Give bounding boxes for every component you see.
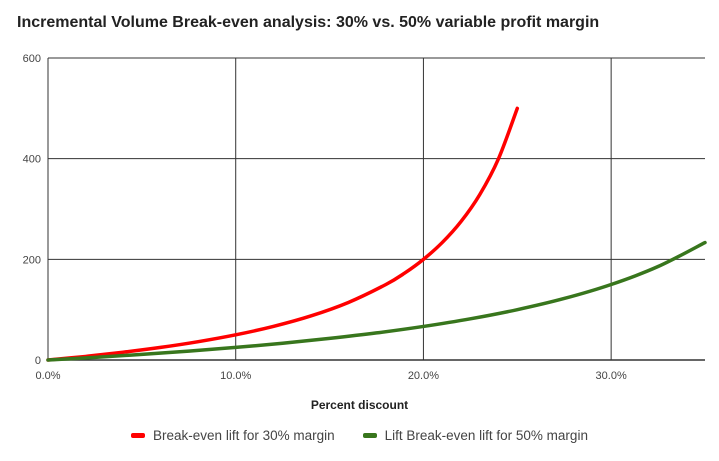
y-tick-label: 600 bbox=[23, 53, 41, 65]
x-axis-title: Percent discount bbox=[310, 398, 409, 412]
grid-lines bbox=[48, 57, 705, 360]
y-tick-label: 200 bbox=[23, 254, 41, 266]
x-tick-label: 0.0% bbox=[35, 370, 60, 382]
legend-swatch bbox=[362, 433, 377, 438]
x-tick-label: 30.0% bbox=[596, 370, 627, 382]
series-line-2 bbox=[46, 240, 707, 362]
axes bbox=[47, 58, 705, 361]
series-lines bbox=[46, 106, 707, 362]
legend: Break-even lift for 30% margin Lift Break… bbox=[0, 428, 719, 443]
tick-labels: 0 200 400 600 0.0% 10.0% 20.0% 30.0% bbox=[23, 53, 627, 382]
y-tick-label: 0 bbox=[35, 355, 41, 367]
legend-swatch bbox=[131, 433, 146, 438]
legend-item-1[interactable]: Break-even lift for 30% margin bbox=[131, 428, 335, 443]
x-tick-label: 10.0% bbox=[220, 370, 251, 382]
y-tick-label: 400 bbox=[23, 154, 41, 166]
legend-label: Lift Break-even lift for 50% margin bbox=[384, 428, 588, 443]
x-tick-label: 20.0% bbox=[408, 370, 439, 382]
legend-item-2[interactable]: Lift Break-even lift for 50% margin bbox=[362, 428, 588, 443]
legend-label: Break-even lift for 30% margin bbox=[153, 428, 335, 443]
series-line-1 bbox=[46, 106, 520, 362]
chart-title: Incremental Volume Break-even analysis: … bbox=[17, 14, 600, 31]
